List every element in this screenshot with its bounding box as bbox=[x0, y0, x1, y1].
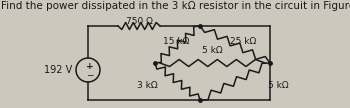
Text: 5 kΩ: 5 kΩ bbox=[202, 46, 223, 55]
Text: 3 kΩ: 3 kΩ bbox=[137, 80, 157, 90]
Text: 5 kΩ: 5 kΩ bbox=[268, 80, 289, 90]
Text: 15 kΩ: 15 kΩ bbox=[163, 37, 189, 47]
Text: 192 V: 192 V bbox=[44, 65, 72, 75]
Text: +: + bbox=[86, 62, 94, 71]
Text: Find the power dissipated in the 3 kΩ resistor in the circuit in Figure 1.: Find the power dissipated in the 3 kΩ re… bbox=[1, 1, 350, 11]
Text: 750 Ω: 750 Ω bbox=[126, 17, 153, 26]
Text: −: − bbox=[86, 70, 94, 79]
Text: 25 kΩ: 25 kΩ bbox=[230, 37, 256, 47]
